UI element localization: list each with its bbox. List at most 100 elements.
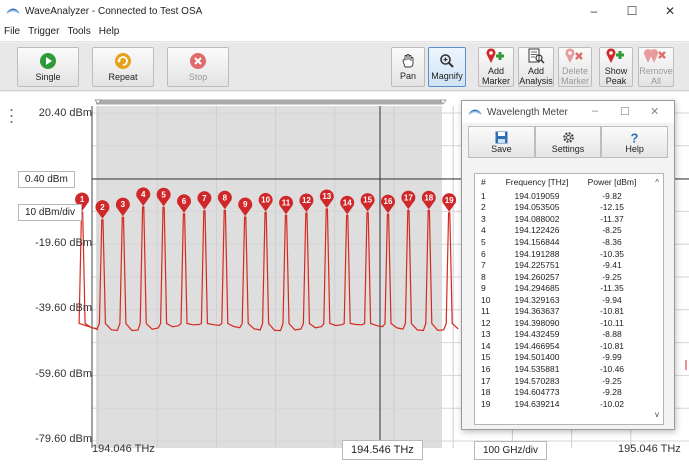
table-row[interactable]: 1 194.019059 -9.82 bbox=[475, 190, 663, 202]
minimize-button[interactable]: – bbox=[590, 4, 598, 18]
peak-marker[interactable]: 5 bbox=[156, 187, 171, 207]
add-analysis-label-2: Analysis bbox=[519, 76, 553, 86]
peak-marker[interactable]: 12 bbox=[299, 193, 314, 213]
peak-marker[interactable]: 11 bbox=[279, 195, 294, 215]
marker-number: 12 bbox=[302, 196, 311, 205]
meter-close-button[interactable]: ✕ bbox=[650, 106, 660, 118]
close-button[interactable]: ✕ bbox=[664, 4, 676, 18]
peak-marker[interactable]: 8 bbox=[217, 190, 232, 210]
peak-marker[interactable]: 7 bbox=[197, 191, 212, 210]
table-row[interactable]: 13 194.432459 -8.88 bbox=[475, 329, 663, 341]
table-row[interactable]: 5 194.156844 -8.36 bbox=[475, 236, 663, 248]
meter-maximize-button[interactable]: ☐ bbox=[620, 106, 630, 118]
show-peak-button[interactable]: Show Peak bbox=[599, 47, 633, 87]
zoom-left-handle-icon[interactable] bbox=[94, 99, 102, 105]
single-button[interactable]: Single bbox=[17, 47, 79, 87]
span-per-div-box[interactable]: 100 GHz/div bbox=[474, 441, 548, 460]
table-row[interactable]: 19 194.639214 -10.02 bbox=[475, 398, 663, 410]
peak-table[interactable]: # Frequency [THz] Power [dBm] 1 194.01905… bbox=[474, 173, 664, 425]
peak-marker[interactable]: 17 bbox=[401, 190, 416, 210]
marker-pin-icon bbox=[340, 195, 355, 215]
add-marker-label-1: Add bbox=[487, 66, 504, 76]
peak-marker[interactable]: 4 bbox=[136, 187, 151, 206]
menu-help[interactable]: Help bbox=[98, 26, 120, 37]
table-row[interactable]: 11 194.363637 -10.81 bbox=[475, 305, 663, 317]
marker-pin-icon bbox=[217, 190, 232, 210]
peak-marker[interactable]: 19 bbox=[442, 193, 457, 212]
table-row[interactable]: 14 194.466954 -10.81 bbox=[475, 340, 663, 352]
delete-marker-icon bbox=[565, 48, 583, 63]
peak-marker[interactable]: 16 bbox=[381, 194, 396, 214]
magnify-button[interactable]: Magnify bbox=[428, 47, 466, 87]
repeat-label: Repeat bbox=[108, 72, 138, 82]
pan-button[interactable]: Pan bbox=[391, 47, 425, 87]
marker-pin-icon bbox=[238, 197, 253, 217]
peak-marker[interactable]: 3 bbox=[115, 197, 130, 217]
table-row[interactable]: 3 194.088002 -11.37 bbox=[475, 213, 663, 225]
meter-settings-button[interactable]: Settings bbox=[534, 126, 602, 158]
row-frequency: 194.329163 bbox=[514, 294, 560, 305]
zoom-right-handle-icon[interactable] bbox=[439, 99, 447, 105]
peak-marker[interactable]: 18 bbox=[421, 190, 436, 210]
reference-level-box[interactable]: 0.40 dBm bbox=[18, 171, 75, 188]
peak-marker[interactable]: 13 bbox=[319, 189, 334, 209]
table-row[interactable]: 9 194.294685 -11.35 bbox=[475, 282, 663, 294]
table-row[interactable]: 12 194.398090 -10.11 bbox=[475, 317, 663, 329]
marker-pin-icon bbox=[197, 191, 212, 210]
drag-grip-icon[interactable] bbox=[10, 108, 13, 124]
peak-marker[interactable]: 14 bbox=[340, 195, 355, 215]
marker-number: 18 bbox=[424, 193, 433, 202]
marker-pin-icon bbox=[156, 187, 171, 207]
delete-marker-label-2: Marker bbox=[560, 76, 589, 86]
scale-per-div-box[interactable]: 10 dBm/div bbox=[18, 204, 83, 221]
row-power: -10.81 bbox=[599, 306, 625, 317]
peak-marker[interactable]: 15 bbox=[360, 193, 375, 212]
row-frequency: 194.225751 bbox=[514, 260, 560, 271]
menu-file[interactable]: File bbox=[4, 26, 21, 37]
peak-marker[interactable]: 6 bbox=[177, 194, 192, 213]
table-row[interactable]: 17 194.570283 -9.25 bbox=[475, 375, 663, 387]
meter-minimize-button[interactable]: – bbox=[592, 105, 599, 117]
repeat-button[interactable]: Repeat bbox=[92, 47, 154, 87]
menu-trigger[interactable]: Trigger bbox=[28, 26, 60, 37]
delete-marker-button[interactable]: Delete Marker bbox=[558, 47, 592, 87]
add-marker-button[interactable]: Add Marker bbox=[478, 47, 514, 87]
row-frequency: 194.398090 bbox=[514, 317, 560, 328]
menu-bar: File Trigger Tools Help bbox=[0, 22, 689, 42]
scroll-down-icon[interactable]: v bbox=[655, 410, 659, 419]
meter-help-button[interactable]: ? Help bbox=[601, 126, 669, 158]
peak-marker[interactable]: 1 bbox=[75, 192, 90, 212]
menu-tools[interactable]: Tools bbox=[67, 26, 91, 37]
table-row[interactable]: 18 194.604773 -9.28 bbox=[475, 386, 663, 398]
table-row[interactable]: 6 194.191288 -10.35 bbox=[475, 248, 663, 260]
x-end-label: 195.046 THz bbox=[618, 443, 681, 455]
add-marker-icon bbox=[486, 48, 504, 63]
peak-marker[interactable]: 2 bbox=[95, 200, 110, 219]
meter-title-bar[interactable]: Wavelength Meter – ☐ ✕ bbox=[462, 101, 674, 123]
table-row[interactable]: 8 194.260257 -9.25 bbox=[475, 271, 663, 283]
table-row[interactable]: 16 194.535881 -10.46 bbox=[475, 363, 663, 375]
table-row[interactable]: 2 194.053505 -12.15 bbox=[475, 202, 663, 214]
peak-marker[interactable]: 10 bbox=[258, 192, 273, 212]
table-row[interactable]: 15 194.501400 -9.99 bbox=[475, 352, 663, 364]
svg-text:?: ? bbox=[631, 131, 639, 144]
maximize-button[interactable]: ☐ bbox=[626, 4, 638, 18]
x-start-label: 194.046 THz bbox=[92, 443, 155, 455]
stop-button[interactable]: Stop bbox=[167, 47, 229, 87]
table-row[interactable]: 4 194.122426 -8.25 bbox=[475, 225, 663, 237]
meter-save-button[interactable]: Save bbox=[468, 126, 535, 158]
scroll-up-icon[interactable]: ^ bbox=[655, 178, 659, 187]
remove-all-button[interactable]: Remove All bbox=[638, 47, 674, 87]
table-row[interactable]: 10 194.329163 -9.94 bbox=[475, 294, 663, 306]
row-frequency: 194.501400 bbox=[514, 352, 560, 363]
row-index: 5 bbox=[481, 236, 486, 247]
pan-label: Pan bbox=[399, 71, 416, 81]
row-power: -12.15 bbox=[599, 202, 625, 213]
marker-number: 15 bbox=[363, 196, 372, 205]
save-icon bbox=[495, 131, 508, 143]
add-analysis-button[interactable]: Add Analysis bbox=[518, 47, 554, 87]
meter-help-label: Help bbox=[625, 143, 644, 154]
peak-marker[interactable]: 9 bbox=[238, 197, 253, 217]
center-frequency-box[interactable]: 194.546 THz bbox=[342, 440, 423, 460]
table-row[interactable]: 7 194.225751 -9.41 bbox=[475, 259, 663, 271]
